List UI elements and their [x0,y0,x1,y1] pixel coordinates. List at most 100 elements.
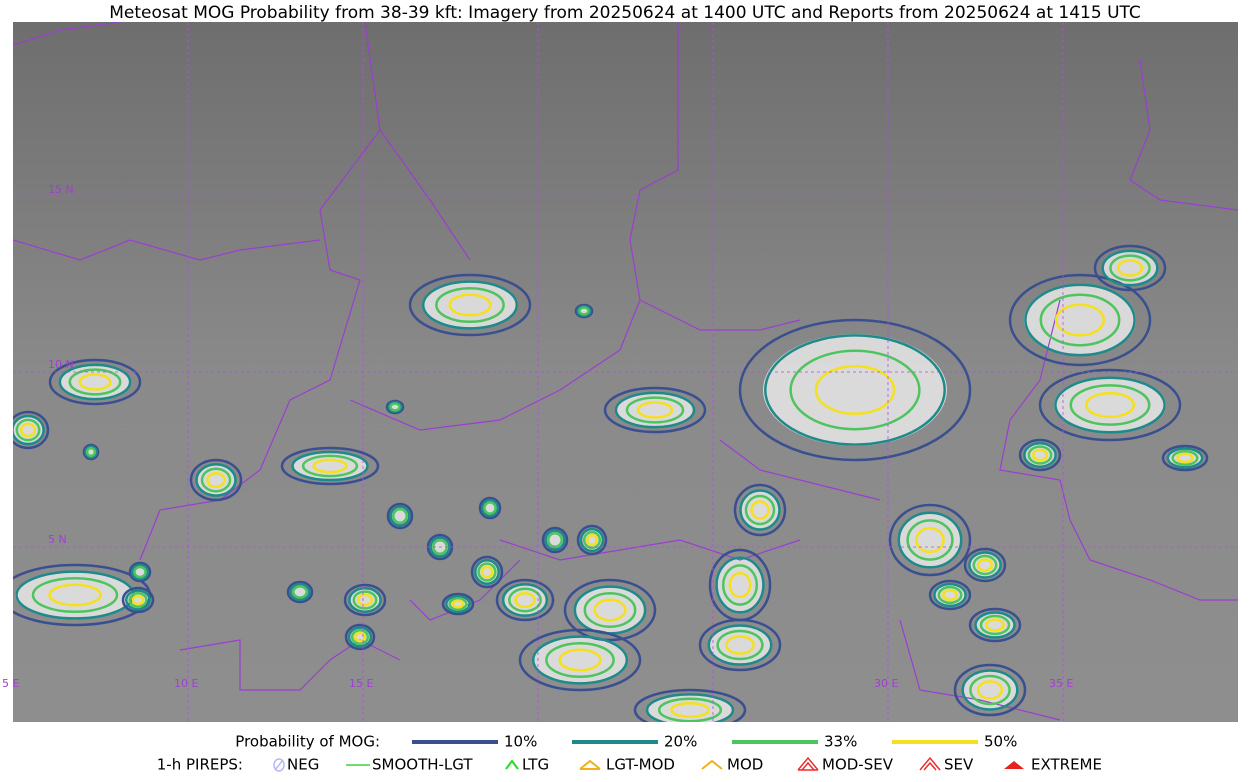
contour [558,648,602,672]
contour [286,580,314,604]
contour [84,445,98,459]
contour [1093,244,1167,292]
contour [189,458,243,502]
contour [480,498,500,518]
legend-label: 33% [824,733,857,751]
contour [441,592,475,616]
contour [937,585,963,605]
contour [474,559,500,585]
contour [976,558,994,572]
lon-label: 35 E [1049,677,1073,690]
map: 15 N 10 N 5 N [13,22,1238,722]
contour [289,582,311,602]
contour [953,663,1027,717]
contour [657,697,723,722]
contour [131,594,145,606]
graticule [13,22,1238,722]
contour [531,635,629,685]
contour [1008,273,1152,367]
contour [972,554,998,576]
contour [897,511,963,569]
contour [480,565,494,579]
contour [130,563,150,581]
contour [128,592,148,608]
contour [603,386,707,434]
contour [545,641,615,679]
contour [582,530,602,550]
contour [1171,450,1199,466]
contour [1023,442,1057,468]
contour [715,556,765,614]
contour [750,500,770,520]
contour [301,454,359,478]
contour [312,458,348,474]
contour [1166,447,1204,469]
legend-title: Probability of MOG: [235,733,380,751]
pirep-icon [579,759,601,770]
contour [961,669,1019,711]
contour [1161,444,1209,472]
lat-label: 15 N [48,183,74,196]
contour [13,563,152,627]
legend-label: MOD-SEV [822,756,894,774]
contour [508,587,542,613]
contour [385,399,405,415]
contour [979,614,1011,636]
contour [814,364,896,416]
contour [969,674,1011,706]
contour [78,373,112,391]
legend-label: LGT-MOD [606,756,675,774]
lat-label: 10 N [48,358,74,371]
contour [291,450,369,482]
pirep-icon [797,756,819,771]
contour [974,611,1016,639]
contour [645,693,735,722]
contour [738,318,972,462]
contour [353,631,367,643]
contour [200,467,232,493]
pirep-icon [919,756,941,771]
contour [195,463,237,497]
contour [483,501,497,515]
title: Meteosat MOG Probability from 38-39 kft:… [109,3,1141,23]
contour [698,618,782,672]
contour [356,593,374,607]
legend-label: NEG [287,756,319,774]
lat-label: 5 N [48,533,67,546]
contour [292,585,308,599]
contour [541,526,569,554]
contour [1031,448,1049,462]
contour [421,280,519,330]
contour [495,578,555,622]
contour [733,483,787,537]
contour [448,597,468,611]
legend-label: MOD [727,756,763,774]
contour [593,598,627,622]
contour [574,303,594,319]
contour [121,586,155,614]
contour [133,565,147,579]
legend-label: 10% [504,733,537,751]
contour [344,623,376,651]
contour [280,446,380,486]
contour [1054,376,1166,434]
lon-label: 10 E [174,677,198,690]
pirep-icon [273,758,285,772]
contour [31,576,119,614]
contour [387,401,403,413]
pirep-icon [1004,761,1024,769]
contour [125,589,151,611]
contour [451,599,465,609]
legend-label: SEV [944,756,974,774]
contour [19,422,37,438]
contour [764,334,946,446]
contour [585,533,599,547]
contour [392,508,408,524]
contour [470,555,504,589]
contour [928,579,972,611]
contour [350,629,370,645]
pirep-icon [274,759,284,771]
contour [985,618,1005,632]
mog-contours [13,244,1209,722]
